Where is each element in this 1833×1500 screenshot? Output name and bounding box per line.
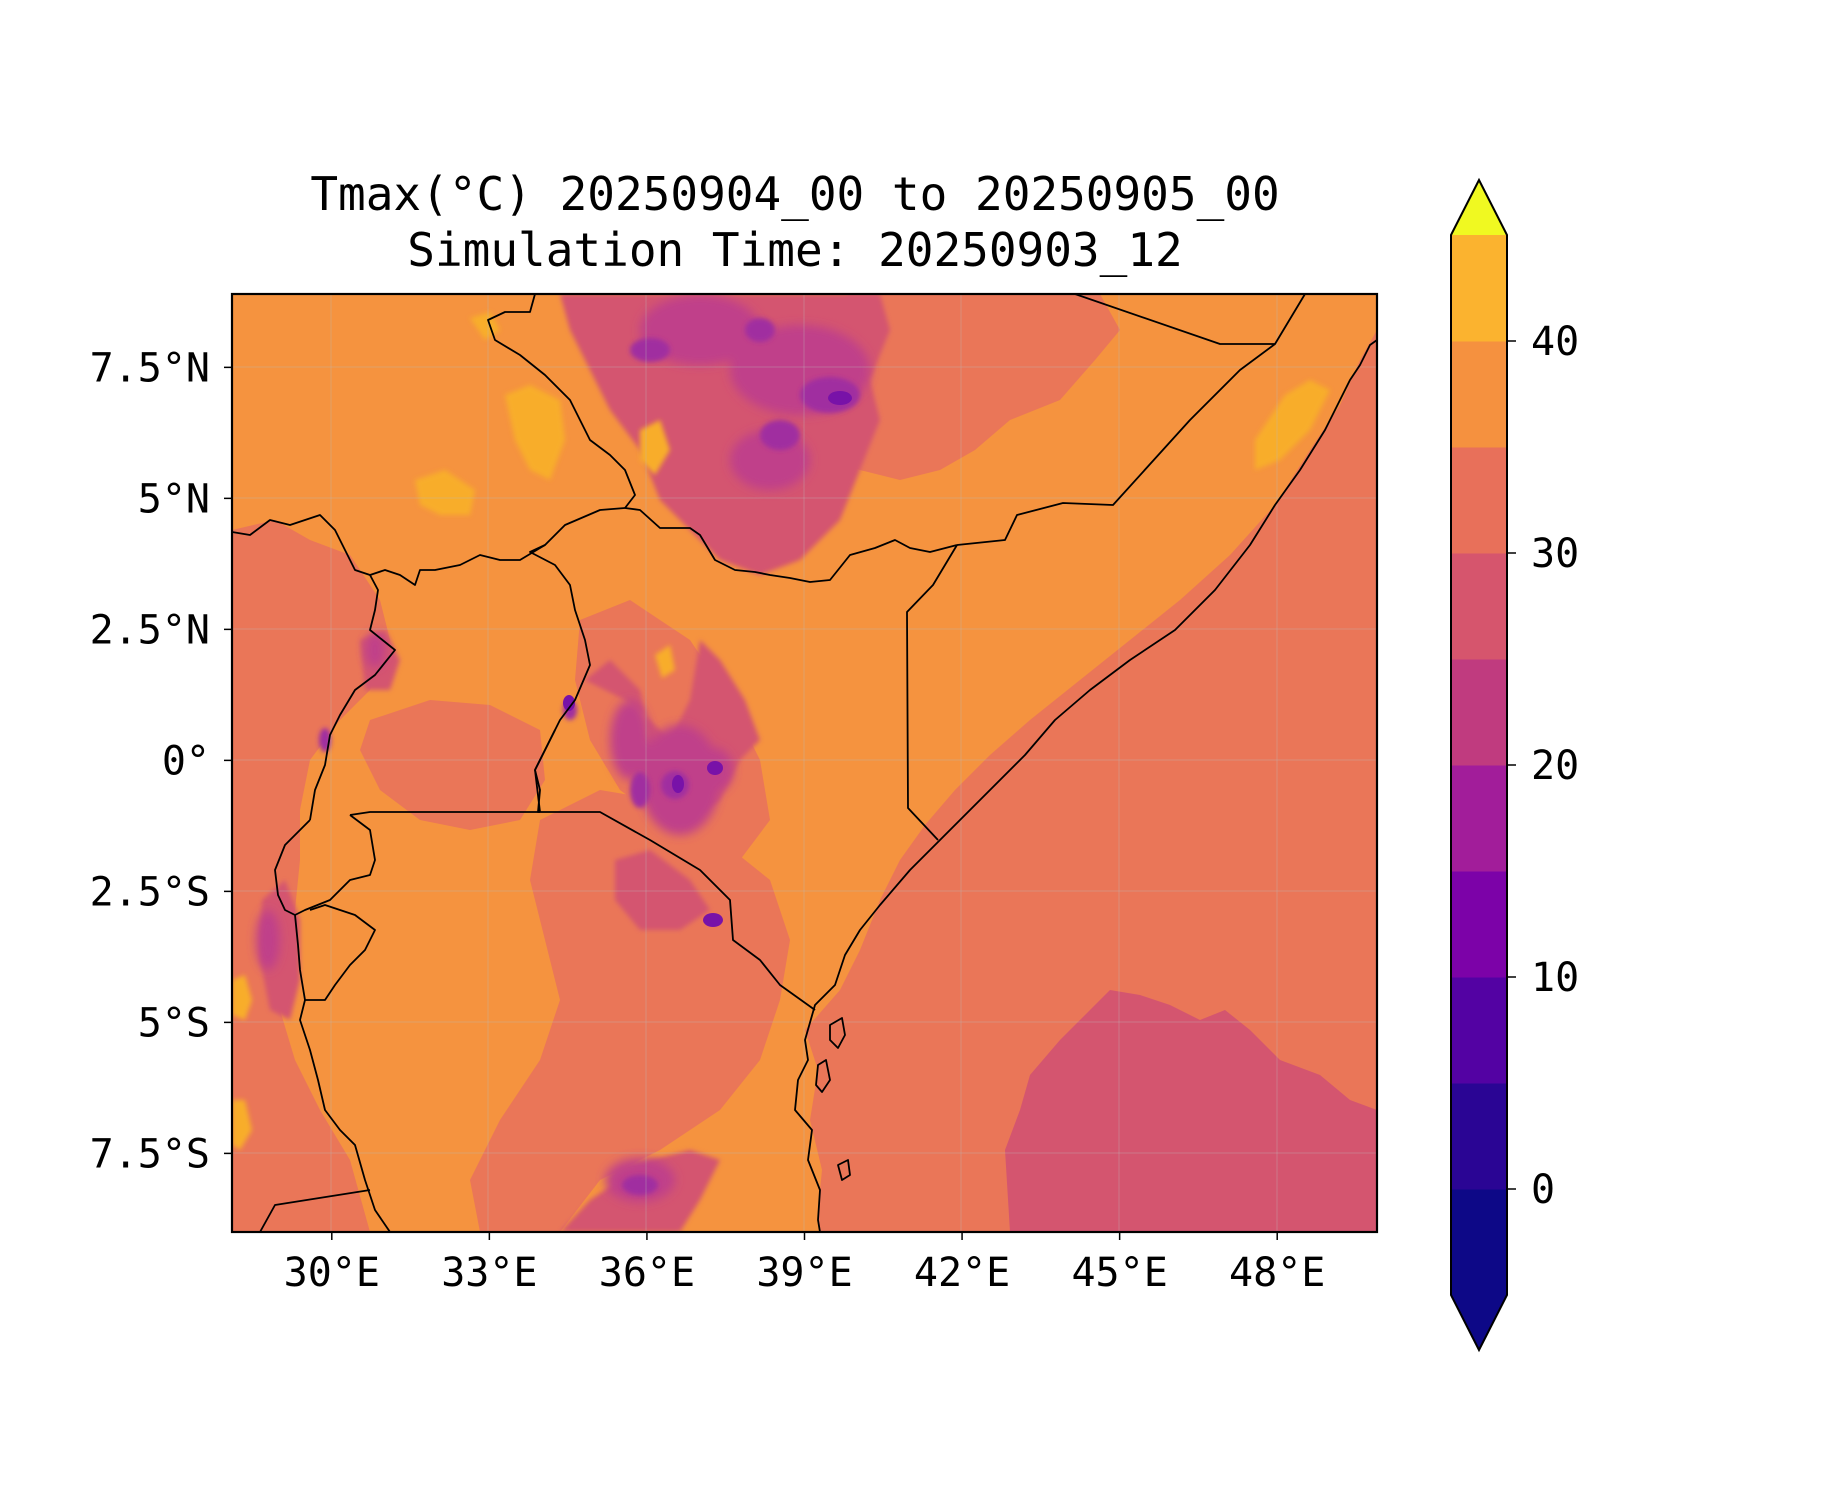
colorbar: 0 10 20 30 40	[1450, 177, 1579, 1353]
colorbar-outline	[1450, 177, 1508, 1353]
border-kenya-somalia	[906, 544, 958, 841]
lon-tick-label: 39°E	[756, 1250, 852, 1296]
peak-core-kilimanjaro	[703, 913, 723, 927]
gridlines	[232, 294, 1377, 1232]
mafia-island	[837, 1159, 851, 1181]
colorbar-extend-min	[1451, 1295, 1507, 1350]
hot-patch-kenya	[655, 645, 675, 678]
coastline-east-africa	[794, 339, 1377, 1232]
peak-ethiopia-2	[760, 420, 800, 450]
lon-tick-label: 30°E	[284, 1250, 380, 1296]
peak-core-mt-kenya	[707, 761, 723, 775]
border-burundi-tanzania	[305, 904, 376, 1001]
colorbar-segment	[1451, 341, 1507, 448]
border-uganda-rwanda-tanzania	[349, 811, 540, 816]
peak-ethiopia-4	[745, 318, 775, 342]
lon-tick-label: 36°E	[599, 1250, 695, 1296]
border-south-sudan-ethiopia	[487, 294, 636, 509]
lake-victoria-outline	[534, 729, 556, 813]
peak-ethiopia-3	[630, 338, 670, 362]
colorbar-segment	[1451, 1189, 1507, 1296]
peak-kenya-2	[630, 772, 650, 808]
lon-tick-label: 45°E	[1071, 1250, 1167, 1296]
lat-tick-label: 0°	[162, 738, 210, 784]
lon-tick-label: 48°E	[1229, 1250, 1325, 1296]
indian-ocean-shading	[805, 294, 1377, 1232]
hot-patch-south-sudan-2	[415, 470, 475, 515]
colorbar-segment	[1451, 871, 1507, 978]
colorbar-segment	[1451, 659, 1507, 766]
colorbar-segment	[1451, 1083, 1507, 1190]
country-borders	[232, 294, 1377, 1232]
lon-tick-label: 42°E	[914, 1250, 1010, 1296]
cold-core-uganda-1	[365, 632, 385, 668]
lat-tick-label: 2.5°N	[90, 607, 210, 653]
hot-patch-west-1	[232, 975, 252, 1020]
peak-core-tanzania	[672, 775, 684, 793]
hot-patch-somalia-coast	[1255, 380, 1330, 470]
peak-cores	[563, 391, 852, 927]
lat-tick-label: 7.5°S	[90, 1131, 210, 1177]
lake-victoria-shading	[360, 700, 545, 830]
lat-tick-label: 5°N	[138, 476, 210, 522]
hot-patches	[232, 312, 1330, 1150]
lat-tick-label: 7.5°N	[90, 345, 210, 391]
colorbar-segment	[1451, 765, 1507, 872]
kenya-highlands-cool-2	[615, 850, 710, 930]
peak-core-elgon	[563, 695, 575, 711]
hot-patch-south-sudan-3	[640, 420, 670, 475]
colorbar-extend-max	[1451, 180, 1507, 235]
cold-core-congo-1	[256, 910, 280, 970]
lat-tick-label: 5°S	[138, 1000, 210, 1046]
colorbar-segment	[1451, 447, 1507, 554]
lat-tick-label: 2.5°S	[90, 869, 210, 915]
zanzibar-island	[829, 1017, 846, 1049]
colorbar-tick-label: 10	[1531, 955, 1579, 1001]
colorbar-tick-label: 40	[1531, 319, 1579, 365]
border-ethiopia-somalia	[956, 294, 1306, 546]
colorbar-segment	[1451, 977, 1507, 1084]
border-somaliland	[1074, 294, 1275, 345]
colorbar-segment	[1451, 553, 1507, 660]
tanzania-warm-band	[470, 790, 790, 1232]
hot-patch-west-2	[232, 1100, 252, 1150]
latitude-tick-labels: 7.5°N 5°N 2.5°N 0° 2.5°S 5°S 7.5°S	[90, 345, 232, 1177]
border-rwanda-burundi	[294, 814, 376, 916]
hot-patch-south-sudan-1	[505, 385, 565, 480]
cold-core-ethiopia-2	[640, 295, 760, 365]
border-ethiopia-kenya	[624, 507, 958, 583]
cold-core-kenya-2	[610, 700, 650, 780]
colorbar-segment	[1451, 235, 1507, 342]
colorbar-tick-label: 20	[1531, 743, 1579, 789]
border-uganda-drc	[309, 574, 396, 821]
border-south-sudan-uganda	[232, 514, 546, 586]
colorbar-tick-label: 30	[1531, 531, 1579, 577]
peak-core-ethiopia	[828, 391, 852, 405]
pemba-island	[815, 1059, 831, 1093]
peak-tanzania-1	[622, 1175, 658, 1195]
colorbar-tick-label: 0	[1531, 1167, 1555, 1213]
map-title-line1: Tmax(°C) 20250904_00 to 20250905_00	[310, 167, 1280, 221]
map-title-line2: Simulation Time: 20250903_12	[407, 223, 1183, 277]
temperature-field	[232, 294, 1377, 1232]
border-tanzania-zambia	[259, 1189, 371, 1232]
longitude-tick-labels: 30°E 33°E 36°E 39°E 42°E 45°E 48°E	[284, 1232, 1325, 1296]
ocean-cool-zone	[1005, 990, 1377, 1232]
lon-tick-label: 33°E	[441, 1250, 537, 1296]
